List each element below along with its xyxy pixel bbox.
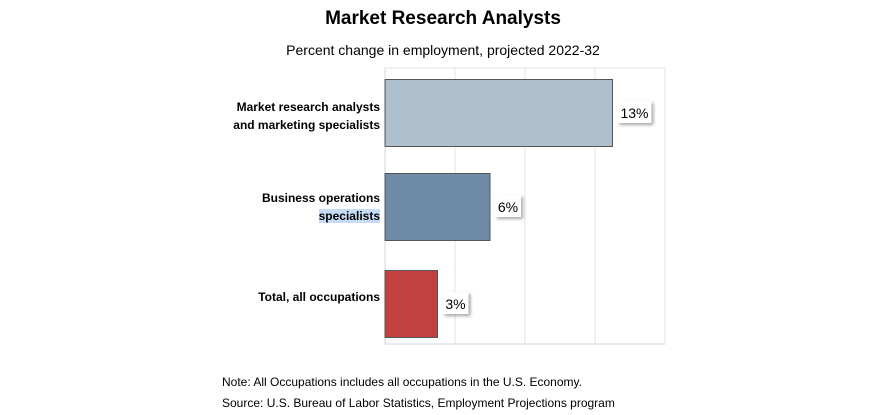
category-label-total: Total, all occupations	[150, 288, 380, 306]
chart-subtitle: Percent change in employment, projected …	[286, 42, 600, 58]
chart-note: Note: All Occupations includes all occup…	[222, 375, 582, 389]
category-label-text: Business operations	[261, 191, 380, 205]
category-label-text: specialists	[318, 209, 380, 223]
category-label-business-operations: Business operations specialists	[150, 189, 380, 225]
value-label-box	[617, 101, 652, 123]
chart-source: Source: U.S. Bureau of Labor Statistics,…	[222, 396, 615, 410]
value-label-box	[495, 195, 521, 217]
category-label-line: and marketing specialists	[233, 118, 380, 132]
value-label: 6%	[498, 199, 518, 215]
bar	[384, 79, 613, 147]
category-label-market-research: Market research analysts and marketing s…	[150, 98, 380, 134]
category-label-line: Market research analysts	[236, 100, 380, 114]
category-label-line: Total, all occupations	[258, 290, 380, 304]
bar	[384, 173, 491, 241]
value-label-box	[442, 292, 469, 314]
category-label-line: Business operations	[150, 189, 380, 207]
bar	[384, 270, 438, 338]
category-label-line: specialists	[150, 207, 380, 225]
value-label: 13%	[620, 105, 648, 121]
value-label: 3%	[445, 296, 465, 312]
chart-title: Market Research Analysts	[325, 8, 561, 29]
